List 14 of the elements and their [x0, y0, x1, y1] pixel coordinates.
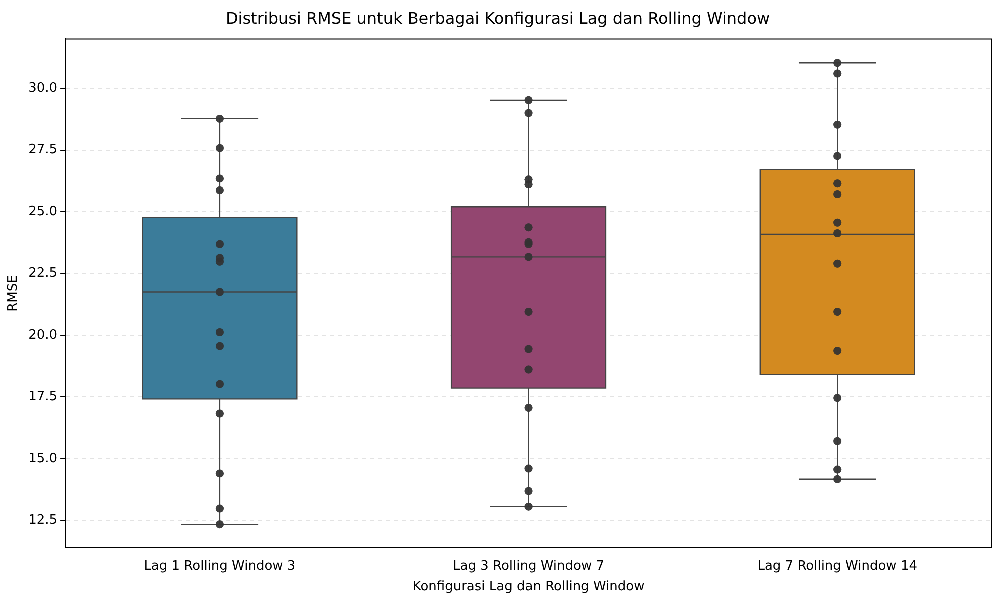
y-tick-label: 25.0	[28, 204, 58, 220]
y-tick-label: 20.0	[28, 328, 58, 343]
y-tick-label: 30.0	[28, 80, 58, 96]
y-tick-label: 15.0	[28, 451, 58, 466]
y-tick-label: 12.5	[28, 513, 58, 528]
x-axis-title: Konfigurasi Lag dan Rolling Window	[412, 580, 646, 595]
y-tick-label: 17.5	[28, 390, 58, 405]
y-tick-label: 22.5	[28, 266, 58, 282]
y-axis-title: RMSE	[6, 275, 22, 312]
x-tick-label: Lag 3 Rolling Window 7	[453, 558, 605, 574]
x-tick-label: Lag 7 Rolling Window 14	[758, 558, 918, 574]
x-tick-label: Lag 1 Rolling Window 3	[144, 558, 296, 574]
y-tick-label: 27.5	[28, 142, 58, 158]
chart-title: Distribusi RMSE untuk Berbagai Konfigurasi Lag dan Rolling Window	[226, 8, 770, 28]
